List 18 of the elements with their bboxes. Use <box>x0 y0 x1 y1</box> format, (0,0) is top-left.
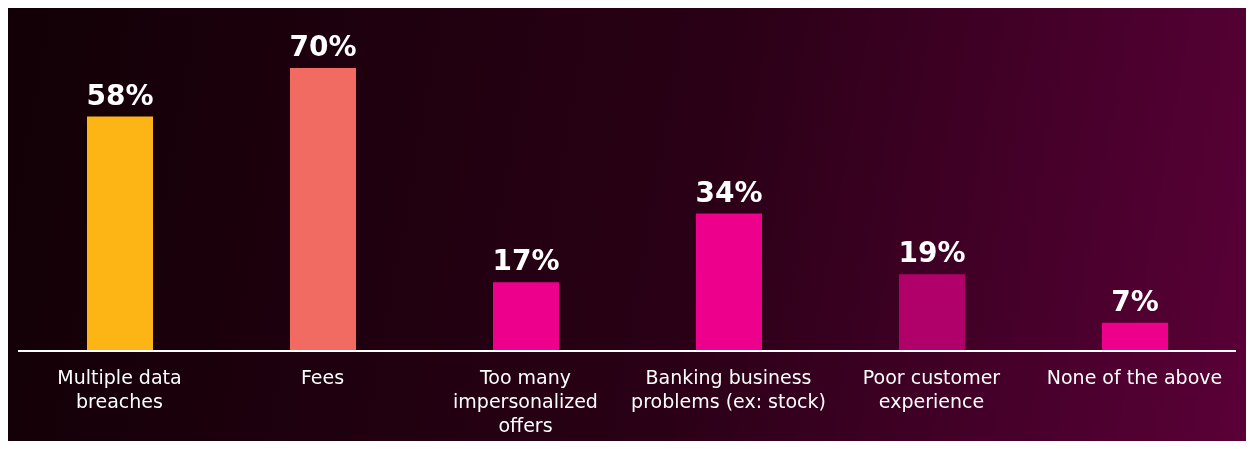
data-label: 34% <box>695 175 763 209</box>
x-tick-label: Multiple data breaches <box>57 366 182 412</box>
bar <box>1102 322 1168 351</box>
x-tick-label: None of the above <box>1046 366 1223 389</box>
bar <box>290 68 356 351</box>
bar <box>493 282 559 351</box>
x-tick-label: Poor customer experience <box>862 366 1001 412</box>
data-label: 58% <box>86 78 154 112</box>
bar <box>87 116 153 351</box>
x-tick-label: Fees <box>300 366 345 389</box>
data-label: 7% <box>1111 284 1159 318</box>
bar <box>899 274 965 351</box>
data-label: 19% <box>898 236 966 270</box>
x-tick-label: Too many impersonalized offers <box>453 366 598 436</box>
data-label: 17% <box>492 244 560 278</box>
x-tick-label: Banking business problems (ex: stock) <box>631 366 826 412</box>
bar <box>696 213 762 351</box>
data-label: 70% <box>289 30 357 63</box>
